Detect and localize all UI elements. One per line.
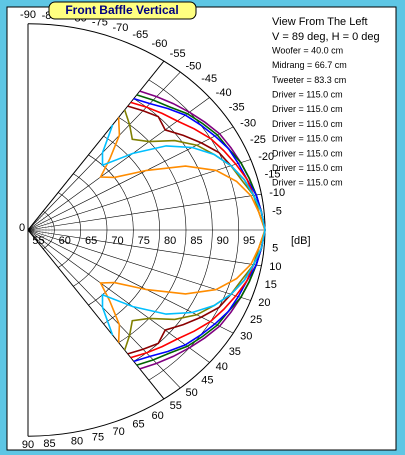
angle-tick-label: 40 [216, 361, 228, 373]
angle-tick-label: -65 [132, 29, 148, 41]
info-line: V = 89 deg, H = 0 deg [272, 31, 380, 43]
angle-tick-label: -55 [170, 48, 186, 60]
labels: 556065707580859095[dB]-90-85-80-75-70-65… [19, 9, 380, 451]
response-curve [101, 124, 266, 336]
angle-tick-label: 0 [19, 222, 25, 234]
angle-tick-label: -10 [269, 187, 285, 199]
angle-tick-label: -45 [201, 73, 217, 85]
radial-grid [27, 193, 262, 231]
angle-tick-label: 75 [92, 431, 104, 443]
angle-tick-label: 65 [132, 419, 144, 431]
angle-tick-label: 20 [258, 297, 270, 309]
angle-tick-label: 25 [250, 314, 262, 326]
chart-title: Front Baffle Vertical [65, 3, 178, 17]
r-tick-label: 70 [111, 235, 123, 247]
angle-tick-label: 15 [265, 279, 277, 291]
grid [27, 23, 266, 437]
r-tick-label: 60 [59, 235, 71, 247]
angle-tick-label: -35 [229, 102, 245, 114]
r-tick-label: 65 [85, 235, 97, 247]
angle-tick-label: 80 [71, 436, 83, 448]
r-tick-label: 95 [243, 235, 255, 247]
minor-ring [33, 223, 38, 237]
angle-tick-label: 55 [170, 400, 182, 412]
radial-grid [27, 126, 234, 231]
legend-entry: Driver = 115.0 cm [272, 89, 343, 99]
angle-tick-label: -90 [20, 9, 36, 21]
radial-grid [27, 71, 181, 231]
legend-entry: Woofer = 40.0 cm [272, 45, 343, 55]
plot-panel [6, 6, 397, 451]
legend-entry: Midrang = 66.7 cm [272, 60, 347, 70]
angle-tick-label: 45 [201, 375, 213, 387]
radial-grid [27, 229, 165, 400]
angle-tick-label: 60 [152, 410, 164, 422]
angle-tick-label: 50 [185, 387, 197, 399]
angle-tick-label: -20 [258, 151, 274, 163]
r-tick-label: 85 [190, 235, 202, 247]
radial-grid [27, 229, 181, 389]
angle-tick-label: -5 [272, 205, 282, 217]
radial-grid [27, 229, 251, 301]
legend-entry: Driver = 115.0 cm [272, 148, 343, 158]
legend-entry: Tweeter = 83.3 cm [272, 75, 346, 85]
angle-tick-label: 70 [112, 426, 124, 438]
angle-tick-label: -70 [112, 22, 128, 34]
angle-tick-label: -60 [152, 38, 168, 50]
legend-entry: Driver = 115.0 cm [272, 134, 343, 144]
legend-entry: Driver = 115.0 cm [272, 178, 343, 188]
radial-grid [27, 229, 210, 363]
radial-grid [27, 97, 210, 231]
r-tick-label: 75 [138, 235, 150, 247]
r-tick-label: 80 [164, 235, 176, 247]
angle-tick-label: -25 [250, 134, 266, 146]
legend-entry: Driver = 115.0 cm [272, 119, 343, 129]
radial-grid [27, 229, 234, 334]
info-line: View From The Left [272, 16, 368, 28]
radial-grid [27, 60, 165, 231]
radial-grid [27, 229, 262, 267]
curves [99, 90, 266, 370]
angle-tick-label: 90 [22, 439, 34, 451]
r-tick-label: 55 [32, 235, 44, 247]
r-unit: [dB] [291, 235, 311, 247]
title-tab [48, 1, 197, 20]
r-tick-label: 90 [217, 235, 229, 247]
angle-tick-label: 85 [43, 438, 55, 450]
radial-grid [27, 159, 251, 231]
angle-tick-label: -30 [240, 117, 256, 129]
angle-tick-label: -50 [185, 61, 201, 73]
legend-entry: Driver = 115.0 cm [272, 104, 343, 114]
angle-tick-label: 30 [240, 330, 252, 342]
angle-tick-label: 10 [269, 261, 281, 273]
angle-tick-label: 5 [272, 242, 278, 254]
angle-tick-label: -40 [216, 87, 232, 99]
angle-tick-label: -15 [265, 169, 281, 181]
angle-tick-label: 35 [229, 346, 241, 358]
legend-entry: Driver = 115.0 cm [272, 163, 343, 173]
